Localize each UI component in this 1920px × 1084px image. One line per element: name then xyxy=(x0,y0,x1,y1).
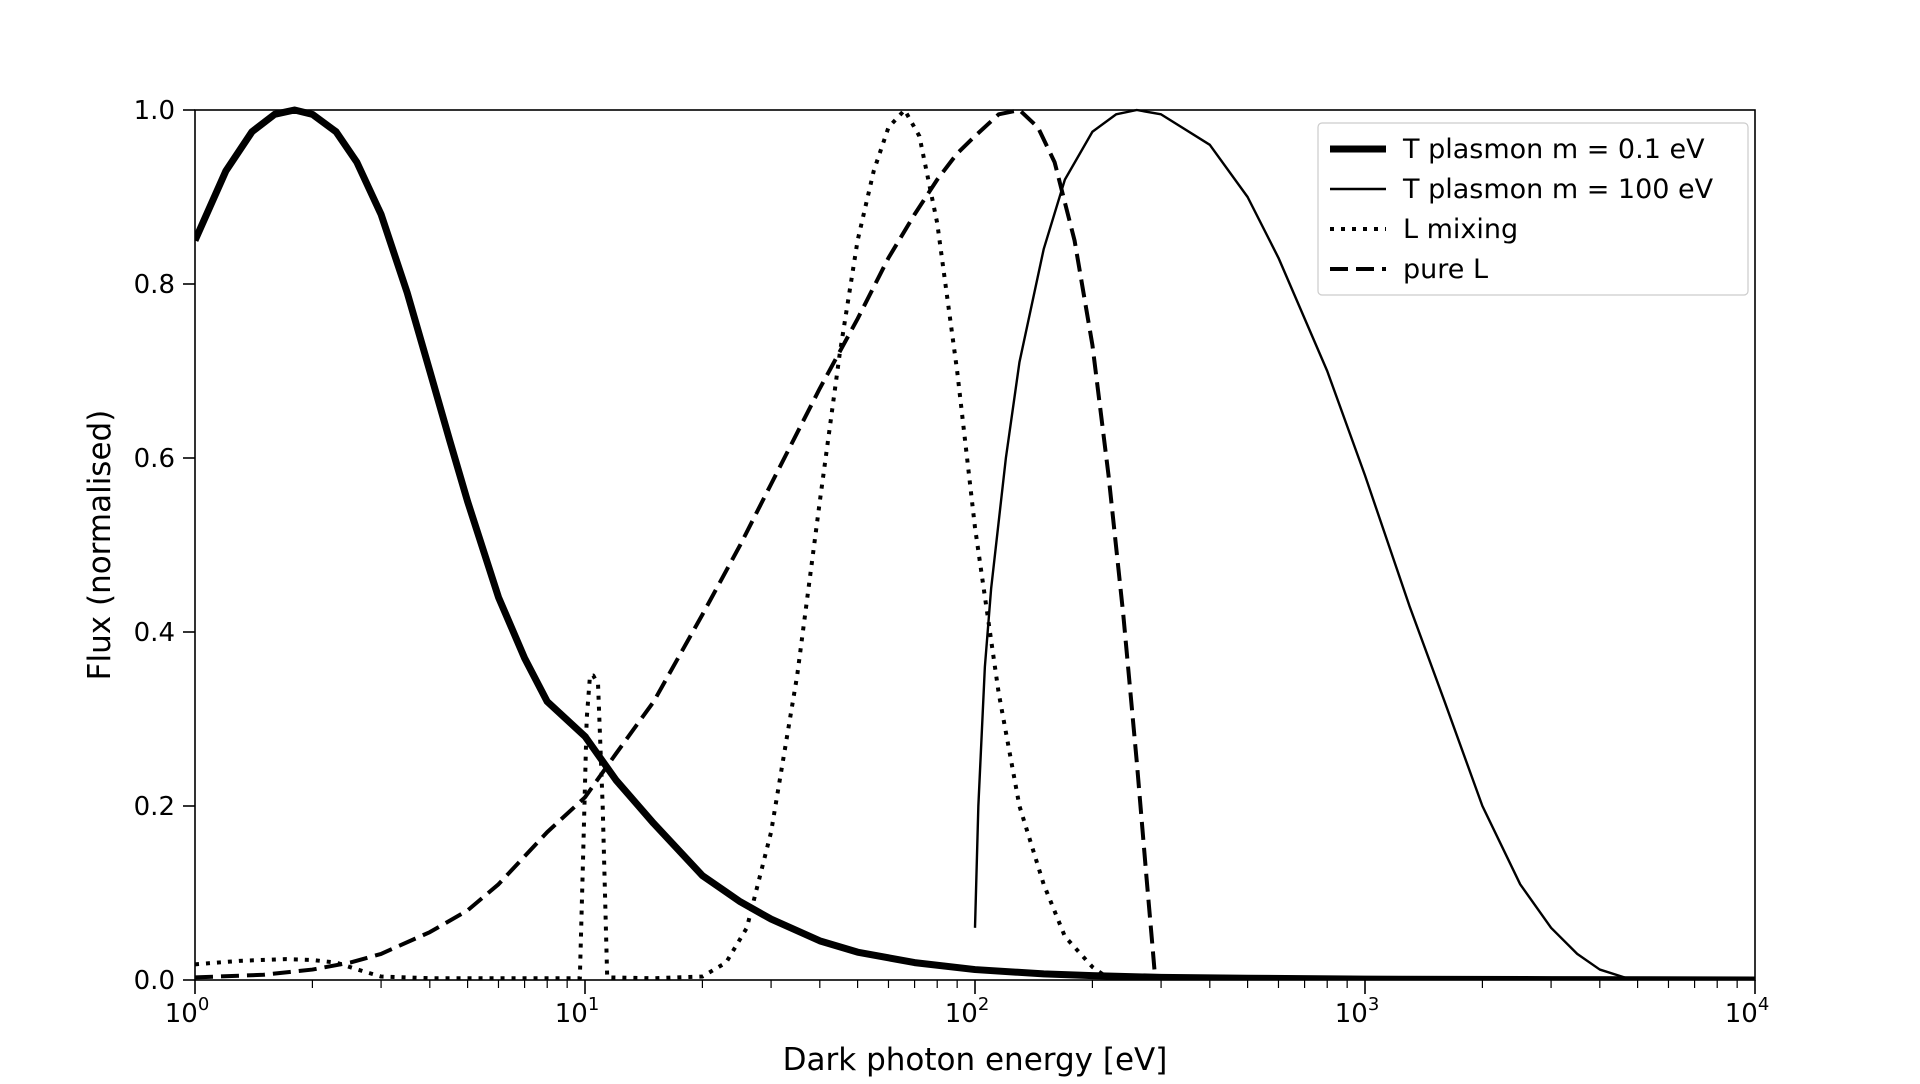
x-tick-label: 104 xyxy=(1725,994,1770,1029)
legend-label-t-plasmon-0-1: T plasmon m = 0.1 eV xyxy=(1402,134,1705,165)
y-tick-label: 0.0 xyxy=(134,966,175,996)
plot-content xyxy=(195,106,1755,980)
y-tick-label: 0.4 xyxy=(134,618,175,648)
legend: T plasmon m = 0.1 eV T plasmon m = 100 e… xyxy=(1317,122,1749,296)
series-line-l-mixing xyxy=(195,108,1106,980)
y-tick-label: 0.2 xyxy=(134,792,175,822)
x-tick-label: 103 xyxy=(1335,994,1380,1029)
series-line-t-plasmon-m-100-ev xyxy=(973,108,1755,980)
legend-label-t-plasmon-100: T plasmon m = 100 eV xyxy=(1402,174,1714,205)
legend-label-pure-l: pure L xyxy=(1403,254,1488,285)
legend-entry-pure-l: pure L xyxy=(1330,254,1488,285)
x-axis-title: Dark photon energy [eV] xyxy=(783,1042,1168,1078)
legend-entry-l-mixing: L mixing xyxy=(1330,214,1518,245)
legend-box xyxy=(1317,122,1749,296)
y-tick-label: 0.6 xyxy=(134,444,175,474)
x-tick-label: 100 xyxy=(165,994,210,1029)
legend-label-l-mixing: L mixing xyxy=(1403,214,1518,245)
x-tick-label: 101 xyxy=(555,994,600,1029)
series-line-pure-l xyxy=(195,108,1158,980)
legend-entry-t-plasmon-0-1: T plasmon m = 0.1 eV xyxy=(1330,134,1705,165)
x-tick-label: 102 xyxy=(945,994,990,1029)
legend-entry-t-plasmon-100: T plasmon m = 100 eV xyxy=(1330,174,1714,205)
y-tick-label: 0.8 xyxy=(134,270,175,300)
y-axis-title: Flux (normalised) xyxy=(82,410,118,681)
y-tick-label: 1.0 xyxy=(134,96,175,126)
